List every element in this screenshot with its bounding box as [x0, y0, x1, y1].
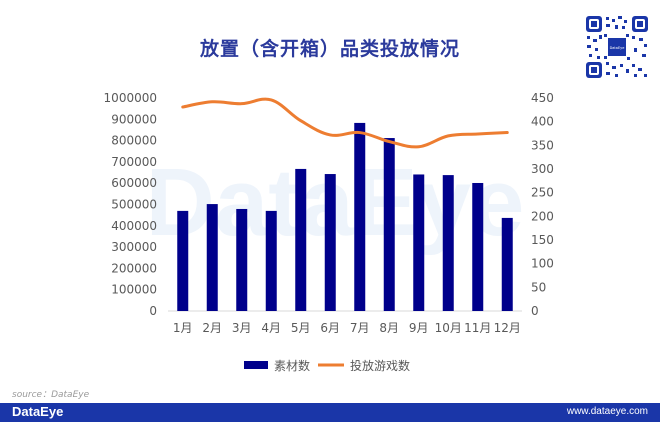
legend-label-bar: 素材数	[274, 358, 310, 373]
x-tick: 11月	[464, 321, 491, 335]
y-right-tick: 150	[531, 233, 554, 247]
y-left-tick: 300000	[111, 240, 157, 254]
y-right-tick: 300	[531, 162, 554, 176]
bar	[265, 210, 277, 311]
x-axis-labels: 1月 2月 3月 4月 5月 6月 7月 8月 9月 10月 11月 12月	[173, 321, 521, 335]
footer-brand-logo: DataEye	[12, 404, 64, 419]
y-right-tick: 100	[531, 257, 554, 271]
bar	[177, 210, 189, 311]
x-tick: 8月	[379, 321, 399, 335]
y-left-tick: 900000	[111, 112, 157, 126]
x-tick: 1月	[173, 321, 193, 335]
y-axis-left: 0 100000 200000 300000 400000 500000 600000 700…	[104, 91, 157, 318]
y-left-tick: 400000	[111, 219, 157, 233]
x-tick: 5月	[291, 321, 311, 335]
y-right-tick: 0	[531, 304, 539, 318]
bar	[413, 174, 425, 311]
x-tick: 6月	[320, 321, 340, 335]
x-tick: 12月	[494, 321, 521, 335]
qr-code-icon: DataEye	[584, 14, 650, 80]
y-right-tick: 400	[531, 115, 554, 129]
y-axis-right: 0 50 100 150 200 250 300 350 400 450	[531, 91, 554, 318]
footer-url-link[interactable]: www.dataeye.com	[566, 406, 648, 417]
bar	[206, 204, 218, 311]
chart-title: 放置（含开箱）品类投放情况	[199, 38, 460, 60]
y-left-tick: 700000	[111, 155, 157, 169]
bar	[295, 168, 307, 311]
legend-bar-swatch	[244, 361, 268, 369]
x-tick: 3月	[232, 321, 252, 335]
y-left-tick: 500000	[111, 198, 157, 212]
legend: 素材数 投放游戏数	[244, 358, 410, 373]
bar-series-素材数	[177, 122, 513, 312]
y-left-tick: 0	[149, 304, 157, 318]
y-left-tick: 1000000	[104, 91, 157, 105]
y-left-tick: 800000	[111, 134, 157, 148]
legend-label-line: 投放游戏数	[350, 358, 410, 373]
bar	[354, 122, 366, 312]
y-left-tick: 100000	[111, 283, 157, 297]
x-tick: 2月	[202, 321, 222, 335]
y-right-tick: 450	[531, 91, 554, 105]
y-left-tick: 200000	[111, 261, 157, 275]
bar	[442, 175, 454, 311]
x-tick: 7月	[350, 321, 370, 335]
y-right-tick: 350	[531, 138, 554, 152]
source-note: source：DataEye	[12, 390, 90, 400]
x-tick: 4月	[261, 321, 281, 335]
bar	[472, 182, 484, 311]
bar	[501, 217, 513, 311]
bar	[324, 174, 336, 311]
bar	[236, 208, 248, 311]
footer-bar: DataEye www.dataeye.com	[0, 403, 660, 422]
bar	[383, 138, 395, 311]
x-tick: 9月	[409, 321, 429, 335]
y-right-tick: 50	[531, 280, 546, 294]
y-left-tick: 600000	[111, 176, 157, 190]
y-right-tick: 200	[531, 209, 554, 223]
svg-text:DataEye: DataEye	[610, 46, 625, 50]
line-series-投放游戏数	[181, 97, 509, 149]
x-tick: 10月	[435, 321, 462, 335]
y-right-tick: 250	[531, 186, 554, 200]
